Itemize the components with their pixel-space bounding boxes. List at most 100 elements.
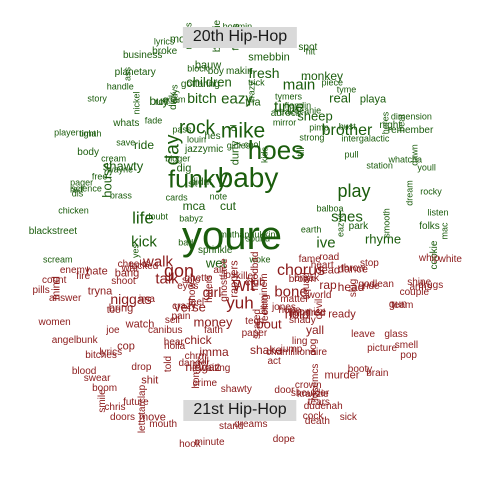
bottom-word-41: white	[438, 253, 462, 265]
bottom-word-88: brain	[366, 368, 389, 380]
top-word-53: didnt	[190, 176, 212, 188]
bottom-word-79: answer	[49, 293, 82, 305]
top-word-93: tyme	[336, 84, 357, 95]
bottom-word-91: hope	[278, 304, 301, 316]
top-word-77: mirror	[272, 117, 297, 128]
bottom-word-70: shady	[289, 315, 316, 326]
top-word-81: pimp	[309, 122, 329, 133]
bottom-word-124: fire	[76, 270, 91, 282]
top-word-4: mike	[220, 119, 266, 143]
bottom-word-123: break	[294, 272, 320, 284]
top-word-102: trick	[248, 77, 265, 88]
bottom-word-134: sick	[339, 411, 357, 423]
bottom-word-85: air	[213, 264, 225, 276]
top-word-83: balboa	[316, 203, 344, 214]
top-word-94: freak	[274, 106, 295, 117]
bottom-word-75: stand	[218, 420, 244, 432]
bottom-word-142: cock	[302, 411, 324, 423]
bottom-word-108: feel	[187, 296, 205, 308]
bottom-word-145: door	[274, 384, 295, 396]
top-word-89: pass	[172, 124, 192, 135]
top-word-43: sprinkle	[198, 245, 233, 256]
bottom-word-49: pop	[400, 350, 417, 362]
bottom-word-143: bunk	[76, 335, 98, 347]
top-word-33: smebbin	[248, 51, 290, 64]
bottom-word-42: hook	[179, 439, 201, 450]
top-word-118: ass	[122, 67, 133, 82]
top-word-8: life	[132, 208, 154, 228]
bottom-word-113: swear	[83, 372, 111, 384]
top-word-9: brother	[321, 122, 373, 139]
top-word-128: mac	[439, 222, 450, 240]
bottom-word-120: smell	[394, 339, 419, 351]
bottom-word-131: crown	[294, 380, 322, 392]
bottom-word-19: niggaz	[185, 360, 221, 374]
bottom-word-25: tryna	[87, 285, 113, 298]
top-word-15: main	[282, 76, 316, 94]
top-word-49: remember	[387, 124, 434, 136]
top-word-50: adrock	[270, 107, 301, 119]
top-word-69: smooth	[381, 208, 392, 238]
top-word-130: fiendin	[284, 100, 312, 111]
top-word-121: tight	[79, 128, 97, 139]
top-word-80: strong	[299, 132, 325, 143]
top-word-1: baby	[217, 162, 279, 193]
bottom-word-9: money	[193, 314, 233, 330]
bottom-word-22: gun	[388, 298, 408, 311]
bottom-word-46: waiting	[199, 363, 231, 375]
bottom-word-90: doors	[110, 411, 136, 423]
bottom-word-116: solo	[181, 275, 201, 287]
bottom-word-87: whip	[418, 252, 440, 264]
bottom-word-129: picture	[367, 342, 398, 354]
top-word-97: timah	[79, 128, 102, 139]
top-word-29: cut	[219, 199, 237, 213]
top-word-106: dis	[71, 188, 84, 199]
bottom-word-81: leave	[351, 329, 376, 341]
top-word-88: dream	[404, 180, 415, 206]
bottom-word-40: ima	[138, 293, 155, 305]
bottom-word-86: crazy	[172, 300, 196, 312]
bottom-word-68: haters	[203, 275, 215, 303]
bottom-word-15: rap	[319, 278, 337, 292]
bottom-word-100: godlean	[358, 279, 394, 291]
bottom-word-136: shoulder	[290, 388, 330, 400]
top-word-58: folks	[419, 221, 440, 233]
top-word-2: hoes	[247, 135, 305, 165]
top-word-72: handle	[106, 81, 134, 92]
bottom-word-56: ghetto	[184, 272, 213, 284]
top-word-82: dimension	[390, 111, 432, 122]
bottom-word-140: joe	[106, 324, 120, 336]
top-word-35: playa	[359, 93, 387, 106]
top-word-75: rocky	[420, 186, 442, 197]
top-word-110: red	[70, 184, 84, 195]
top-word-28: mca	[182, 199, 206, 213]
bottom-word-5: walk	[142, 253, 174, 271]
bottom-word-121: glass	[384, 329, 408, 341]
top-word-60: roll	[155, 96, 169, 108]
top-word-45: business	[122, 50, 163, 62]
bottom-word-39: act	[267, 356, 281, 368]
bottom-word-83: eyes	[177, 280, 199, 292]
bottom-word-26: bring	[108, 302, 134, 315]
top-word-56: planetary	[114, 66, 156, 78]
bottom-word-104: promise	[290, 306, 327, 318]
bottom-word-1: wit	[233, 275, 255, 295]
top-word-129: pull	[344, 149, 359, 160]
bottom-word-110: jones	[271, 302, 296, 314]
bottom-word-117: minute	[194, 436, 225, 448]
bottom-word-64: holla	[164, 341, 186, 353]
bottom-word-44: brown	[288, 273, 317, 285]
top-word-105: listen	[427, 207, 449, 218]
bottom-word-73: heart	[310, 259, 334, 271]
bottom-word-52: ride	[362, 281, 380, 293]
top-word-17: fresh	[248, 65, 280, 81]
top-word-135: muthaphukkin	[219, 229, 276, 240]
bottom-word-33: dead	[315, 264, 340, 277]
bottom-word-98: chamillionaire	[265, 346, 328, 358]
top-word-13: kick	[131, 233, 157, 251]
bottom-word-133: locked	[129, 261, 159, 273]
bottom-word-51: bitches	[85, 350, 117, 362]
top-word-104: wayne	[107, 164, 134, 175]
top-word-87: intergalactic	[341, 133, 390, 144]
bottom-word-32: move	[139, 411, 166, 424]
